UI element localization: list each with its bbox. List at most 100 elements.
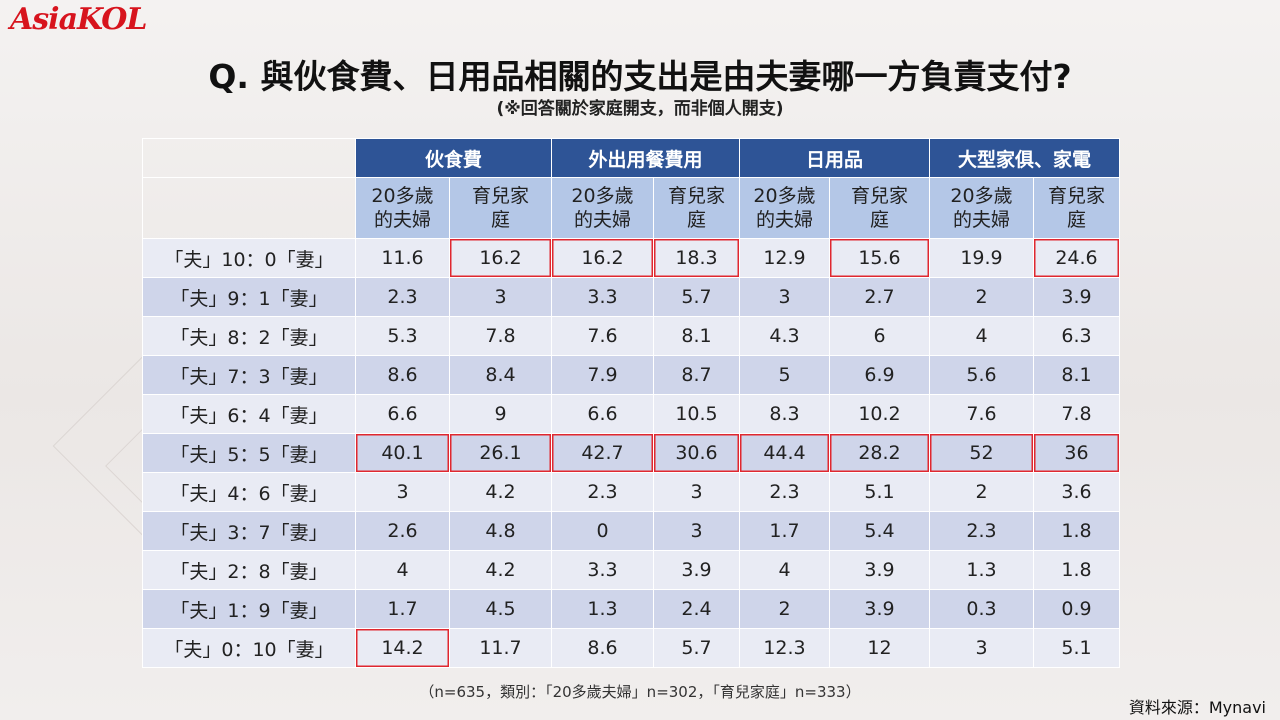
table-cell: 2.6 — [355, 511, 450, 551]
subgroup-header-line: 育兒家 — [850, 185, 908, 207]
row-label: 「夫」0：10「妻」 — [142, 628, 356, 668]
table-cell: 7.6 — [929, 394, 1034, 434]
table-cell: 3 — [929, 628, 1034, 668]
highlighted-cell: 30.6 — [653, 433, 740, 473]
table-cell: 3 — [653, 511, 740, 551]
table-cell: 2 — [929, 277, 1034, 317]
subgroup-header-line: 的夫婦 — [573, 209, 631, 231]
table-row: 「夫」2：8「妻」 4 4.2 3.3 3.9 4 3.9 1.3 1.8 — [142, 550, 1120, 590]
table-cell: 12 — [829, 628, 930, 668]
subgroup-header-line: 庭 — [1066, 209, 1086, 231]
expense-table: 伙食費 外出用餐費用 日用品 大型家俱、家電 20多歲 的夫婦 育兒家庭 20多歲 的夫… — [142, 138, 1120, 668]
table-cell: 2.3 — [929, 511, 1034, 551]
table-cell: 10.2 — [829, 394, 930, 434]
table-cell: 8.7 — [653, 355, 740, 395]
table-cell: 2.3 — [739, 472, 830, 512]
table-cell: 2 — [739, 589, 830, 629]
table-cell: 12.3 — [739, 628, 830, 668]
table-cell: 1.8 — [1033, 511, 1120, 551]
table-cell: 7.6 — [551, 316, 654, 356]
table-cell: 2.7 — [829, 277, 930, 317]
table-cell: 6.6 — [551, 394, 654, 434]
subgroup-header-line: 20多歲 — [950, 185, 1013, 207]
highlighted-cell: 26.1 — [449, 433, 552, 473]
row-label: 「夫」9：1「妻」 — [142, 277, 356, 317]
table-cell: 3.9 — [829, 550, 930, 590]
table-cell: 6.6 — [355, 394, 450, 434]
subgroup-header-line: 的夫婦 — [952, 209, 1010, 231]
table-cell: 3.9 — [653, 550, 740, 590]
table-cell: 8.6 — [355, 355, 450, 395]
table-cell: 12.9 — [739, 238, 830, 278]
table-cell: 5.4 — [829, 511, 930, 551]
subgroup-header-line: 20多歲 — [371, 185, 434, 207]
table-row: 「夫」5：5「妻」 40.1 26.1 42.7 30.6 44.4 28.2 52 36 — [142, 433, 1120, 473]
table-cell: 2.3 — [551, 472, 654, 512]
table-cell: 3.3 — [551, 277, 654, 317]
data-source: 資料來源：Mynavi — [1128, 698, 1266, 717]
table-cell: 2.4 — [653, 589, 740, 629]
page-title: Q. 與伙食費、日用品相關的支出是由夫妻哪一方負責支付? — [208, 57, 1072, 96]
subgroup-header: 20多歲 的夫婦 — [739, 177, 830, 239]
table-cell: 5.6 — [929, 355, 1034, 395]
table-cell: 2 — [929, 472, 1034, 512]
table-cell: 8.1 — [1033, 355, 1120, 395]
highlighted-cell: 44.4 — [739, 433, 830, 473]
table-row: 「夫」10：0「妻」 11.6 16.2 16.2 18.3 12.9 15.6 19.9 24… — [142, 238, 1120, 278]
table-cell: 8.3 — [739, 394, 830, 434]
subgroup-header: 20多歲 的夫婦 — [355, 177, 450, 239]
row-label: 「夫」4：6「妻」 — [142, 472, 356, 512]
asiakol-logo: AsiaKOL — [10, 2, 147, 37]
row-label: 「夫」6：4「妻」 — [142, 394, 356, 434]
table-cell: 5.7 — [653, 628, 740, 668]
table-cell: 3 — [653, 472, 740, 512]
highlighted-cell: 28.2 — [829, 433, 930, 473]
table-cell: 5.7 — [653, 277, 740, 317]
group-header: 外出用餐費用 — [551, 138, 740, 178]
table-cell: 10.5 — [653, 394, 740, 434]
highlighted-cell: 42.7 — [551, 433, 654, 473]
highlighted-cell: 14.2 — [355, 628, 450, 668]
table-cell: 3.3 — [551, 550, 654, 590]
table-cell: 4 — [739, 550, 830, 590]
table-cell: 4.3 — [739, 316, 830, 356]
subgroup-header-line: 的夫婦 — [373, 209, 431, 231]
table-cell: 19.9 — [929, 238, 1034, 278]
table-row: 「夫」6：4「妻」 6.6 9 6.6 10.5 8.3 10.2 7.6 7.8 — [142, 394, 1120, 434]
group-header: 大型家俱、家電 — [929, 138, 1120, 178]
subgroup-header-line: 育兒家 — [471, 185, 529, 207]
table-cell: 4.2 — [449, 550, 552, 590]
table-cell: 4 — [929, 316, 1034, 356]
subgroup-header-line: 庭 — [869, 209, 889, 231]
table-cell: 8.6 — [551, 628, 654, 668]
table-row: 「夫」8：2「妻」 5.3 7.8 7.6 8.1 4.3 6 4 6.3 — [142, 316, 1120, 356]
row-label: 「夫」2：8「妻」 — [142, 550, 356, 590]
sample-note: （n=635，類別：「20多歲夫婦」n=302，「育兒家庭」n=333） — [419, 683, 861, 701]
table-cell: 8.1 — [653, 316, 740, 356]
table-corner — [142, 177, 356, 239]
table-cell: 7.9 — [551, 355, 654, 395]
table-cell: 2.3 — [355, 277, 450, 317]
subgroup-header-line: 20多歲 — [753, 185, 816, 207]
table-cell: 5.1 — [829, 472, 930, 512]
table-cell: 11.7 — [449, 628, 552, 668]
table-corner — [142, 138, 356, 178]
subgroup-header: 20多歲 的夫婦 — [929, 177, 1034, 239]
subgroup-header-line: 庭 — [686, 209, 706, 231]
table-cell: 4 — [355, 550, 450, 590]
table-cell: 0.9 — [1033, 589, 1120, 629]
highlighted-cell: 36 — [1033, 433, 1120, 473]
highlighted-cell: 40.1 — [355, 433, 450, 473]
group-header: 日用品 — [739, 138, 930, 178]
highlighted-cell: 16.2 — [551, 238, 654, 278]
table-cell: 5.1 — [1033, 628, 1120, 668]
subgroup-header: 20多歲 的夫婦 — [551, 177, 654, 239]
table-row: 「夫」9：1「妻」 2.3 3 3.3 5.7 3 2.7 2 3.9 — [142, 277, 1120, 317]
table-row: 「夫」4：6「妻」 3 4.2 2.3 3 2.3 5.1 2 3.6 — [142, 472, 1120, 512]
table-cell: 0.3 — [929, 589, 1034, 629]
table-cell: 3.9 — [1033, 277, 1120, 317]
table-row: 「夫」0：10「妻」 14.2 11.7 8.6 5.7 12.3 12 3 5.1 — [142, 628, 1120, 668]
row-label: 「夫」3：7「妻」 — [142, 511, 356, 551]
subgroup-header-line: 育兒家 — [667, 185, 725, 207]
table-cell: 6.3 — [1033, 316, 1120, 356]
